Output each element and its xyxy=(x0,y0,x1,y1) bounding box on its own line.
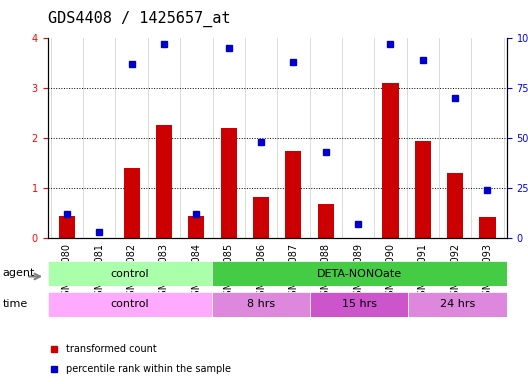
Text: control: control xyxy=(110,268,149,279)
FancyBboxPatch shape xyxy=(409,292,507,317)
Bar xyxy=(59,216,75,238)
FancyBboxPatch shape xyxy=(48,261,212,286)
Text: agent: agent xyxy=(3,268,35,278)
Bar xyxy=(382,83,399,238)
Bar xyxy=(188,216,204,238)
Text: 8 hrs: 8 hrs xyxy=(247,299,275,310)
Bar xyxy=(221,128,237,238)
Text: 15 hrs: 15 hrs xyxy=(342,299,377,310)
Text: percentile rank within the sample: percentile rank within the sample xyxy=(66,364,231,374)
Text: control: control xyxy=(110,299,149,310)
FancyBboxPatch shape xyxy=(310,292,409,317)
Text: GDS4408 / 1425657_at: GDS4408 / 1425657_at xyxy=(48,11,230,27)
Bar xyxy=(479,217,496,238)
Bar xyxy=(285,151,301,238)
Bar xyxy=(253,197,269,238)
Text: 24 hrs: 24 hrs xyxy=(440,299,475,310)
Bar xyxy=(156,125,172,238)
Text: DETA-NONOate: DETA-NONOate xyxy=(317,268,402,279)
Text: time: time xyxy=(3,299,28,309)
FancyBboxPatch shape xyxy=(212,292,310,317)
FancyBboxPatch shape xyxy=(212,261,507,286)
FancyBboxPatch shape xyxy=(48,292,212,317)
Bar xyxy=(414,141,431,238)
Bar xyxy=(124,168,140,238)
Bar xyxy=(318,204,334,238)
Text: transformed count: transformed count xyxy=(66,344,157,354)
Bar xyxy=(447,173,463,238)
